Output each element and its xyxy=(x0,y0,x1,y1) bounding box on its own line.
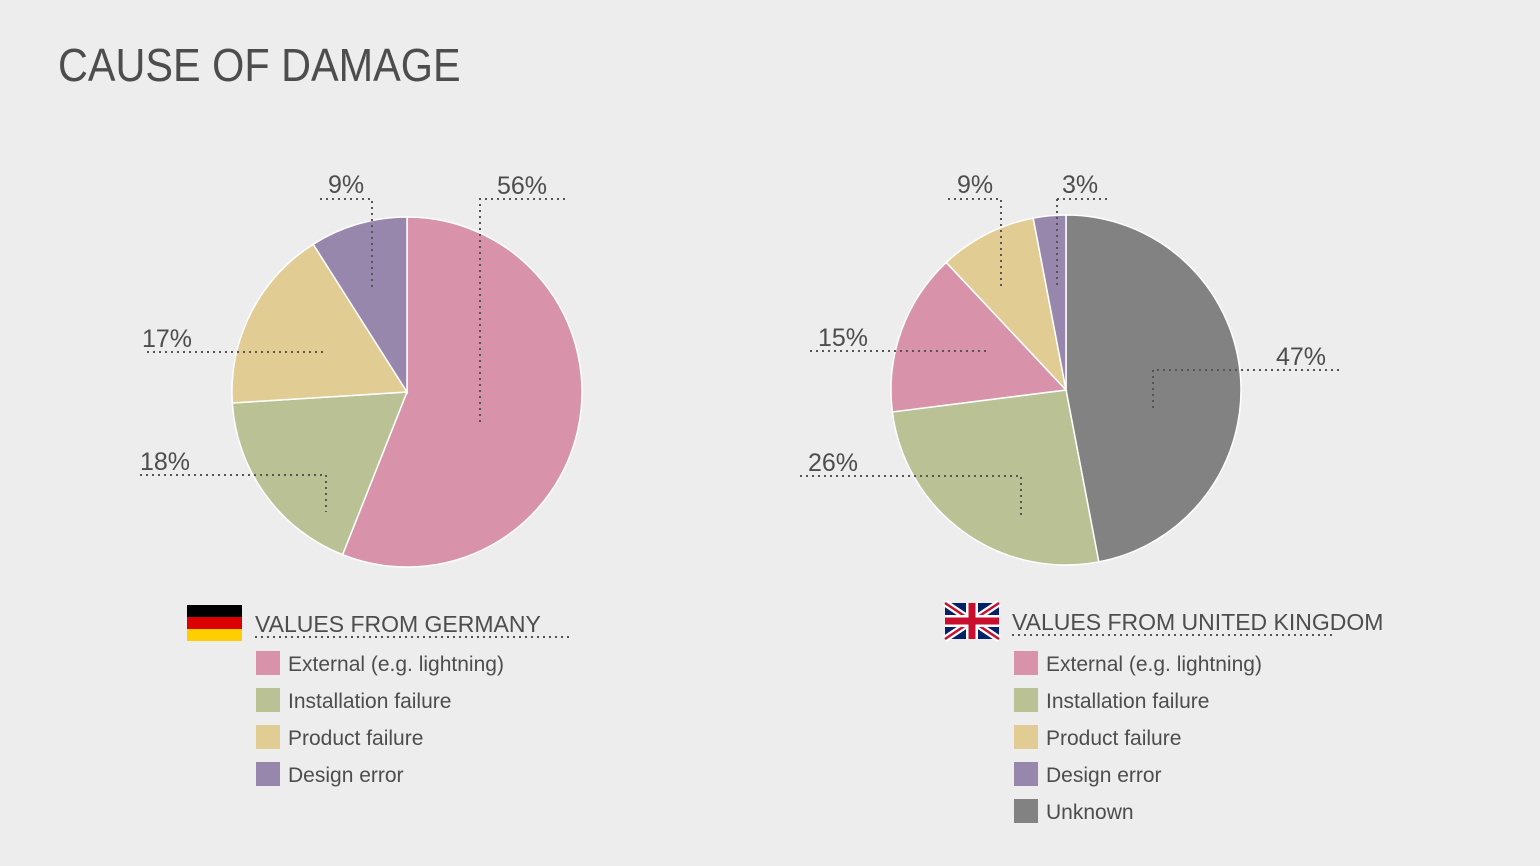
data-label-external-e-g-lightning: 56% xyxy=(497,172,547,200)
legend-item-design-error: Design error xyxy=(1014,762,1162,787)
legend-swatch xyxy=(1014,651,1038,675)
page-title: CAUSE OF DAMAGE xyxy=(58,39,461,91)
legend-swatch xyxy=(256,762,280,786)
legend-swatch xyxy=(256,725,280,749)
data-label-product-failure: 17% xyxy=(142,325,192,353)
legend-title: VALUES FROM GERMANY xyxy=(255,611,541,637)
pie-slice-product-failure xyxy=(945,217,1068,393)
data-label-installation-failure: 18% xyxy=(140,448,190,476)
legend-label: Installation failure xyxy=(1046,690,1209,713)
legend-item-product-failure: Product failure xyxy=(1014,725,1181,750)
legend-item-installation-failure: Installation failure xyxy=(256,688,451,713)
data-label-product-failure: 9% xyxy=(957,171,993,199)
legend-item-installation-failure: Installation failure xyxy=(1014,688,1209,713)
legend-item-unknown: Unknown xyxy=(1014,799,1134,824)
legend-label: Design error xyxy=(288,764,404,787)
legend-label: Design error xyxy=(1046,764,1162,787)
legend-2: VALUES FROM UNITED KINGDOM External (e.g.… xyxy=(943,600,1383,824)
leader-line xyxy=(1152,369,1339,408)
leader-line xyxy=(800,475,1022,515)
legend-swatch xyxy=(256,688,280,712)
legend-swatch xyxy=(1014,725,1038,749)
legend-swatch xyxy=(1014,688,1038,712)
legend-label: Installation failure xyxy=(288,690,451,713)
data-label-installation-failure: 26% xyxy=(808,449,858,477)
legend-item-external-e-g-lightning: External (e.g. lightning) xyxy=(256,651,504,676)
leader-line xyxy=(140,474,327,512)
legend-label: Unknown xyxy=(1046,801,1134,824)
data-label-design-error: 3% xyxy=(1062,171,1098,199)
pie-slice-product-failure xyxy=(231,243,409,404)
pie-chart-2: 47% 26% 15% 9% 3% xyxy=(800,171,1339,566)
legend-item-external-e-g-lightning: External (e.g. lightning) xyxy=(1014,651,1262,676)
leader-line xyxy=(479,198,565,425)
legend-1: VALUES FROM GERMANY External (e.g. lightn… xyxy=(187,605,570,787)
legend-title: VALUES FROM UNITED KINGDOM xyxy=(1012,609,1383,635)
germany-flag-icon xyxy=(187,605,242,641)
uk-flag-icon xyxy=(943,600,1001,642)
pie-slice-external-e-g-lightning xyxy=(341,216,583,568)
pie-chart-1: 56% 18% 17% 9% xyxy=(140,171,583,568)
legend-label: External (e.g. lightning) xyxy=(1046,653,1262,676)
pie-slice-installation-failure xyxy=(891,389,1100,566)
data-label-design-error: 9% xyxy=(328,171,364,199)
legend-label: Product failure xyxy=(1046,727,1181,750)
data-label-unknown: 47% xyxy=(1276,343,1326,371)
legend-label: Product failure xyxy=(288,727,423,750)
legend-item-product-failure: Product failure xyxy=(256,725,423,750)
pie-slice-external-e-g-lightning xyxy=(890,261,1068,413)
pie-slice-design-error xyxy=(312,216,408,395)
legend-swatch xyxy=(1014,799,1038,823)
legend-swatch xyxy=(256,651,280,675)
pie-slice-installation-failure xyxy=(231,391,409,556)
pie-slice-design-error xyxy=(1032,214,1067,391)
legend-swatch xyxy=(1014,762,1038,786)
legend-label: External (e.g. lightning) xyxy=(288,653,504,676)
legend-item-design-error: Design error xyxy=(256,762,404,787)
data-label-external-e-g-lightning: 15% xyxy=(818,324,868,352)
